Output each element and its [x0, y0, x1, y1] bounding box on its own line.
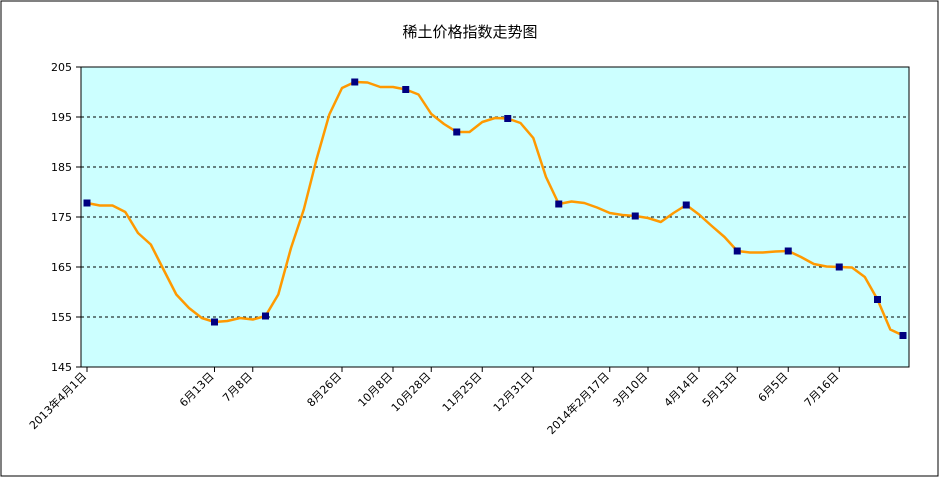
y-tick-label: 185 — [51, 161, 72, 174]
y-tick-label: 145 — [51, 361, 72, 374]
chart-title: 稀土价格指数走势图 — [402, 23, 537, 41]
y-tick-label: 175 — [51, 211, 72, 224]
y-tick-label: 165 — [51, 261, 72, 274]
data-point-marker — [83, 199, 91, 207]
data-point-marker — [682, 201, 690, 209]
data-point-marker — [211, 318, 218, 326]
data-point-marker — [631, 212, 639, 220]
data-point-marker — [504, 115, 512, 122]
data-point-marker — [351, 78, 359, 86]
marker-layer — [83, 78, 907, 339]
series-layer — [86, 80, 904, 337]
data-point-marker — [784, 247, 792, 255]
y-tick-label: 195 — [51, 111, 72, 124]
price-index-line — [86, 80, 904, 337]
data-point-marker — [262, 312, 269, 320]
data-point-marker — [453, 128, 461, 136]
y-tick-label: 155 — [51, 311, 72, 324]
data-point-marker — [733, 247, 741, 255]
y-tick-label: 205 — [51, 61, 72, 74]
y-axis-ticks: 145 155 165 175 185 195 205 — [51, 61, 81, 374]
data-point-marker — [555, 200, 563, 208]
data-point-marker — [835, 263, 843, 271]
data-point-marker — [874, 296, 881, 303]
data-point-marker — [402, 86, 410, 93]
data-point-marker — [899, 332, 907, 339]
